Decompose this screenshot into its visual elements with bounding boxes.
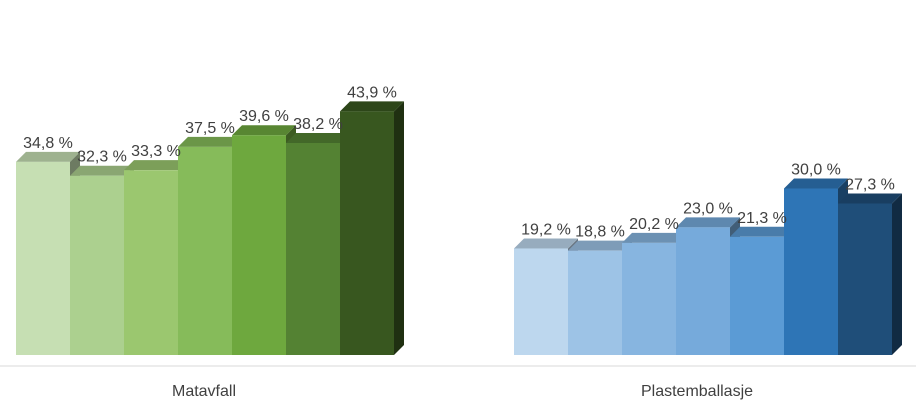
bar-top-face: [70, 165, 134, 176]
data-label-matavfall-7: 43,9 %: [347, 84, 397, 101]
bar-plastemballasje-7: [838, 193, 902, 355]
bar-top-face: [784, 178, 848, 189]
data-label-plastemballasje-3: 20,2 %: [629, 216, 679, 233]
bar-top-face: [178, 136, 242, 147]
bar-top-face: [514, 238, 578, 249]
data-label-matavfall-2: 32,3 %: [77, 149, 127, 166]
category-label-matavfall: Matavfall: [172, 383, 236, 400]
bar-front-face: [784, 188, 838, 355]
data-label-matavfall-6: 38,2 %: [293, 116, 343, 133]
data-label-plastemballasje-5: 21,3 %: [737, 210, 787, 227]
bar-top-face: [568, 240, 632, 251]
bar-front-face: [622, 242, 676, 355]
bar-front-face: [124, 170, 178, 355]
bar-top-face: [232, 125, 296, 136]
bar-front-face: [730, 236, 784, 355]
data-label-matavfall-3: 33,3 %: [131, 143, 181, 160]
data-labels-layer: 34,8 %32,3 % 33,3 %37,5 %39,6 % 38,2 %43,9…: [23, 84, 895, 240]
bar-matavfall-2: [70, 165, 134, 355]
bar-top-face: [16, 151, 80, 162]
bar-front-face: [70, 175, 124, 355]
bar-front-face: [676, 227, 730, 355]
bar-front-face: [232, 135, 286, 355]
bar-front-face: [568, 250, 622, 355]
bar-front-face: [514, 248, 568, 355]
bar-side-face: [892, 193, 902, 355]
bar-top-face: [622, 232, 686, 243]
bar-front-face: [16, 161, 70, 355]
bar-top-face: [340, 101, 404, 112]
data-label-plastemballasje-6: 30,0 %: [791, 162, 841, 179]
bar-front-face: [178, 146, 232, 355]
data-label-matavfall-4: 37,5 %: [185, 120, 235, 137]
bar-top-face: [730, 226, 794, 237]
bar-front-face: [286, 142, 340, 355]
data-label-plastemballasje-1: 19,2 %: [521, 221, 571, 238]
category-label-plastemballasje: Plastemballasje: [641, 383, 753, 400]
data-label-matavfall-5: 39,6 %: [239, 108, 289, 125]
bar-side-face: [394, 101, 404, 355]
data-label-plastemballasje-2: 18,8 %: [575, 224, 625, 241]
data-label-matavfall-1: 34,8 %: [23, 135, 73, 152]
bar-top-face: [838, 193, 902, 204]
bars-layer: [16, 101, 902, 355]
data-label-plastemballasje-4: 23,0 %: [683, 200, 733, 217]
bar-top-face: [286, 132, 350, 143]
bar-front-face: [340, 111, 394, 355]
bar-matavfall-7: [340, 101, 404, 355]
bar-top-face: [676, 217, 740, 228]
bar-front-face: [838, 203, 892, 355]
data-label-plastemballasje-7: 27,3 %: [845, 176, 895, 193]
bar-top-face: [124, 160, 188, 171]
